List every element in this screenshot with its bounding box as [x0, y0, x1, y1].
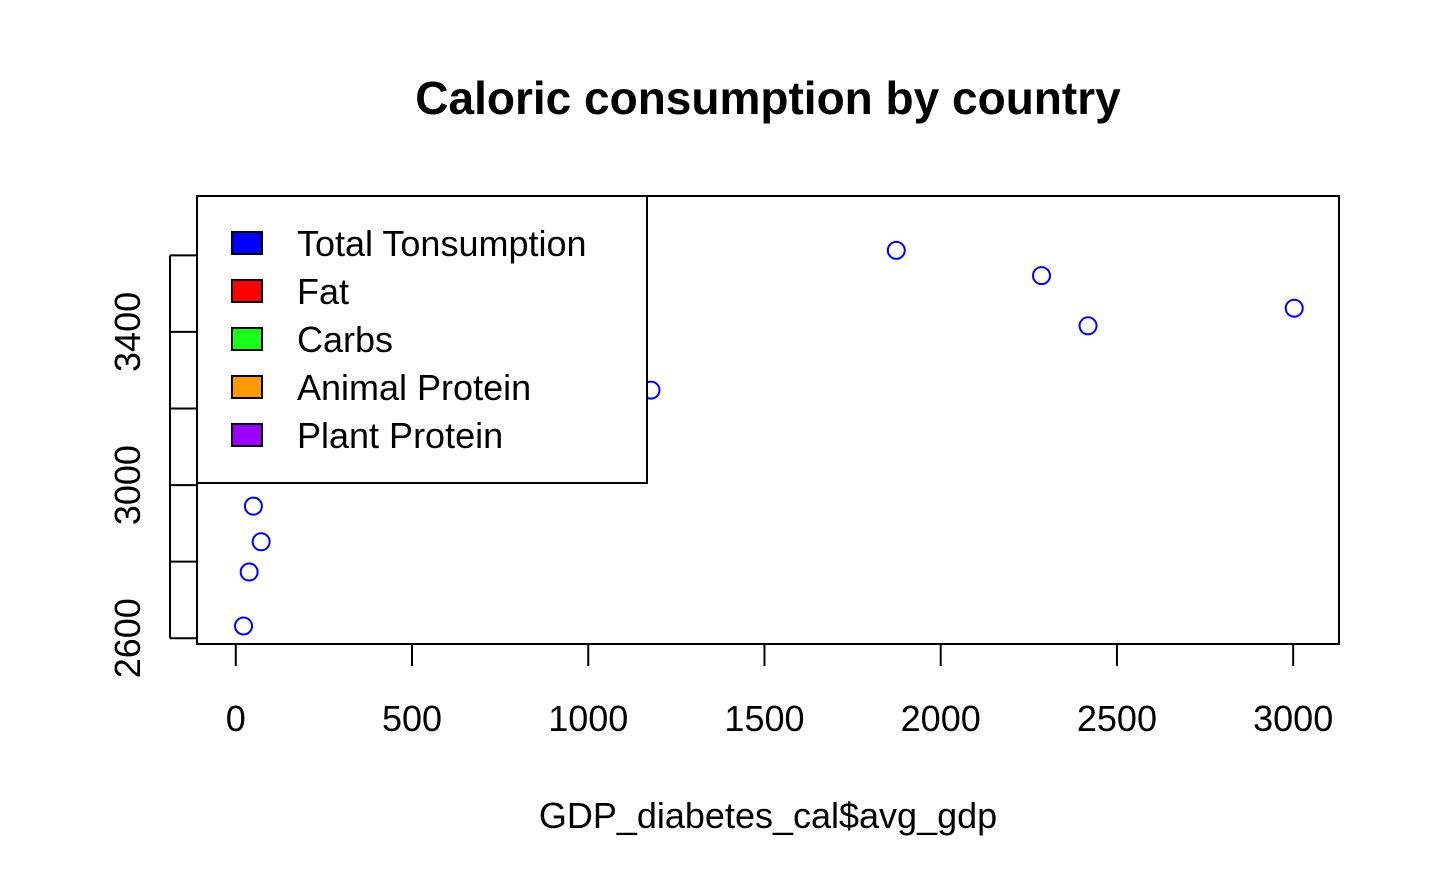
x-tick-label: 2000 — [901, 698, 981, 739]
data-point — [234, 616, 254, 636]
x-tick-label: 2500 — [1077, 698, 1157, 739]
data-point — [239, 562, 259, 582]
legend: Total Tonsumption Fat Carbs Animal Protein P… — [196, 195, 648, 484]
x-tick-label: 3000 — [1253, 698, 1333, 739]
legend-swatch — [231, 375, 263, 399]
x-tick-label: 1500 — [724, 698, 804, 739]
data-point — [1032, 266, 1052, 286]
data-point — [886, 240, 906, 260]
data-point — [243, 496, 263, 516]
legend-label: Total Tonsumption — [297, 223, 587, 264]
x-axis: 0 500 1000 1500 2000 2500 3000 — [226, 643, 1333, 739]
data-point — [1284, 298, 1304, 318]
data-point — [1078, 316, 1098, 336]
legend-swatch — [231, 279, 263, 303]
y-tick-label: 3000 — [107, 445, 148, 525]
legend-label: Fat — [297, 271, 349, 312]
legend-swatch — [231, 423, 263, 447]
x-axis-label: GDP_diabetes_cal$avg_gdp — [539, 795, 997, 836]
y-tick-label: 3400 — [107, 292, 148, 372]
chart-title: Caloric consumption by country — [415, 72, 1121, 124]
legend-swatch — [231, 327, 263, 351]
legend-box — [196, 195, 648, 484]
y-axis: 2600 3000 3400 — [107, 254, 197, 678]
data-point — [251, 532, 271, 552]
y-tick-label: 2600 — [107, 598, 148, 678]
legend-label: Carbs — [297, 319, 393, 360]
legend-label: Plant Protein — [297, 415, 503, 456]
x-tick-label: 0 — [226, 698, 246, 739]
x-tick-label: 1000 — [548, 698, 628, 739]
legend-swatch — [231, 231, 263, 255]
legend-label: Animal Protein — [297, 367, 531, 408]
x-tick-label: 500 — [382, 698, 442, 739]
